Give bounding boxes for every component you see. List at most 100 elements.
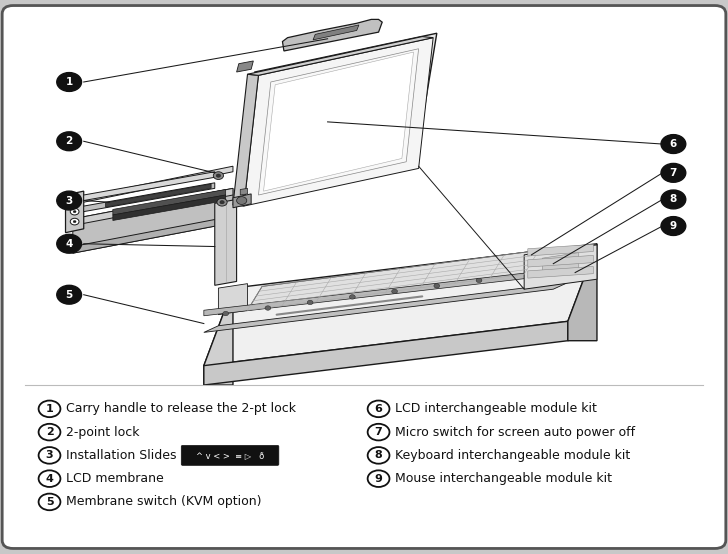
Text: 4: 4 bbox=[66, 239, 73, 249]
Circle shape bbox=[368, 470, 389, 487]
Polygon shape bbox=[84, 183, 215, 212]
Circle shape bbox=[661, 163, 686, 182]
Polygon shape bbox=[264, 52, 414, 191]
Text: 8: 8 bbox=[670, 194, 677, 204]
Polygon shape bbox=[568, 244, 597, 341]
Circle shape bbox=[434, 284, 440, 288]
Circle shape bbox=[39, 494, 60, 510]
Circle shape bbox=[70, 198, 79, 205]
Text: 2: 2 bbox=[46, 427, 53, 437]
Circle shape bbox=[237, 197, 247, 204]
Polygon shape bbox=[218, 284, 248, 315]
Polygon shape bbox=[73, 188, 233, 225]
Text: Carry handle to release the 2-pt lock: Carry handle to release the 2-pt lock bbox=[66, 402, 296, 416]
Text: 7: 7 bbox=[375, 427, 382, 437]
Polygon shape bbox=[528, 266, 593, 278]
Text: 9: 9 bbox=[670, 221, 677, 231]
Text: 8: 8 bbox=[375, 450, 382, 460]
Text: 1: 1 bbox=[66, 77, 73, 87]
Circle shape bbox=[223, 311, 229, 316]
Polygon shape bbox=[244, 38, 433, 206]
Circle shape bbox=[349, 295, 355, 299]
Text: 6: 6 bbox=[670, 139, 677, 149]
Text: ^ v < >  ≡ ▷   ð: ^ v < > ≡ ▷ ð bbox=[196, 451, 264, 460]
Polygon shape bbox=[84, 166, 233, 202]
Text: 1: 1 bbox=[46, 404, 53, 414]
Circle shape bbox=[368, 424, 389, 440]
Circle shape bbox=[392, 289, 397, 294]
Polygon shape bbox=[528, 244, 593, 256]
Circle shape bbox=[57, 191, 82, 210]
Circle shape bbox=[57, 132, 82, 151]
Circle shape bbox=[73, 211, 76, 213]
Polygon shape bbox=[204, 244, 597, 366]
Polygon shape bbox=[233, 33, 437, 205]
Circle shape bbox=[661, 190, 686, 209]
Circle shape bbox=[39, 424, 60, 440]
Circle shape bbox=[73, 220, 76, 223]
Text: Membrane switch (KVM option): Membrane switch (KVM option) bbox=[66, 495, 261, 509]
Polygon shape bbox=[248, 37, 433, 75]
Polygon shape bbox=[240, 188, 248, 195]
Circle shape bbox=[73, 201, 76, 203]
Circle shape bbox=[213, 172, 223, 179]
Text: 3: 3 bbox=[66, 196, 73, 206]
FancyBboxPatch shape bbox=[2, 6, 726, 548]
Text: Keyboard interchangeable module kit: Keyboard interchangeable module kit bbox=[395, 449, 630, 462]
Polygon shape bbox=[73, 188, 233, 253]
Circle shape bbox=[70, 208, 79, 215]
Circle shape bbox=[39, 447, 60, 464]
Circle shape bbox=[661, 217, 686, 235]
Polygon shape bbox=[215, 199, 237, 285]
Circle shape bbox=[220, 201, 224, 204]
Polygon shape bbox=[204, 283, 568, 332]
Polygon shape bbox=[106, 184, 211, 207]
Text: Mouse interchangeable module kit: Mouse interchangeable module kit bbox=[395, 472, 612, 485]
Text: 5: 5 bbox=[46, 497, 53, 507]
Polygon shape bbox=[204, 271, 539, 316]
Circle shape bbox=[265, 306, 271, 310]
Polygon shape bbox=[237, 61, 253, 72]
Polygon shape bbox=[313, 25, 359, 40]
Text: 4: 4 bbox=[46, 474, 53, 484]
Polygon shape bbox=[542, 253, 579, 275]
Circle shape bbox=[39, 401, 60, 417]
Text: LCD interchangeable module kit: LCD interchangeable module kit bbox=[395, 402, 596, 416]
Circle shape bbox=[57, 73, 82, 91]
Circle shape bbox=[57, 234, 82, 253]
Text: 5: 5 bbox=[66, 290, 73, 300]
Text: 7: 7 bbox=[670, 168, 677, 178]
Polygon shape bbox=[84, 172, 215, 201]
Polygon shape bbox=[73, 216, 233, 253]
Circle shape bbox=[307, 300, 313, 305]
Text: 2: 2 bbox=[66, 136, 73, 146]
Text: 3: 3 bbox=[46, 450, 53, 460]
Circle shape bbox=[57, 285, 82, 304]
Polygon shape bbox=[204, 321, 568, 385]
Text: Micro switch for screen auto power off: Micro switch for screen auto power off bbox=[395, 425, 635, 439]
Circle shape bbox=[661, 135, 686, 153]
Text: Installation Slides: Installation Slides bbox=[66, 449, 176, 462]
Circle shape bbox=[476, 278, 482, 283]
Polygon shape bbox=[524, 245, 597, 289]
Text: 6: 6 bbox=[375, 404, 382, 414]
Text: 9: 9 bbox=[375, 474, 382, 484]
Polygon shape bbox=[248, 250, 539, 310]
Text: LCD membrane: LCD membrane bbox=[66, 472, 163, 485]
Polygon shape bbox=[258, 49, 419, 195]
Circle shape bbox=[39, 470, 60, 487]
Circle shape bbox=[216, 174, 221, 177]
Circle shape bbox=[217, 198, 227, 206]
Polygon shape bbox=[233, 74, 258, 206]
FancyBboxPatch shape bbox=[181, 445, 279, 465]
Polygon shape bbox=[233, 194, 251, 208]
Text: 2-point lock: 2-point lock bbox=[66, 425, 139, 439]
Polygon shape bbox=[204, 288, 233, 385]
Polygon shape bbox=[113, 195, 226, 220]
Polygon shape bbox=[113, 189, 226, 215]
Polygon shape bbox=[539, 250, 582, 277]
Polygon shape bbox=[282, 19, 382, 51]
Polygon shape bbox=[528, 255, 593, 267]
Circle shape bbox=[368, 447, 389, 464]
Circle shape bbox=[368, 401, 389, 417]
